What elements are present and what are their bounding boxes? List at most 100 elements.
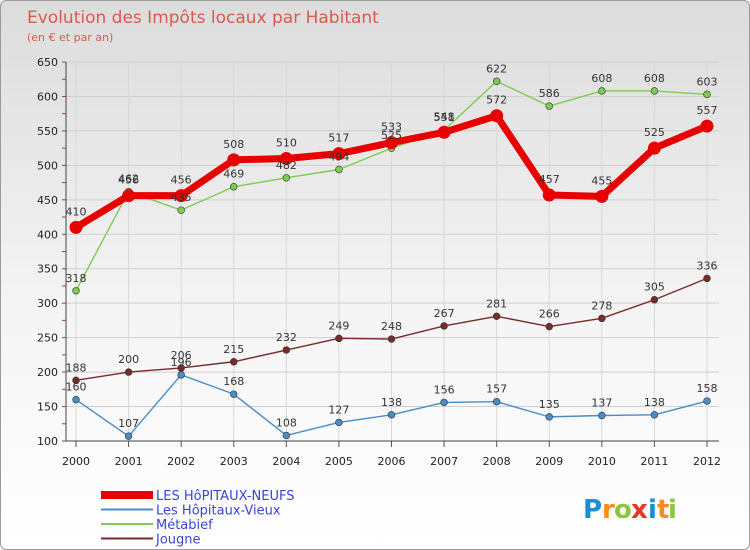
data-point <box>72 376 80 385</box>
data-point <box>177 371 185 379</box>
data-point <box>703 397 711 405</box>
data-point <box>492 77 501 85</box>
data-label: 266 <box>539 308 560 321</box>
data-point <box>598 314 606 323</box>
legend-label: Jougne <box>155 533 201 548</box>
series-layer <box>69 77 714 440</box>
data-point <box>72 395 80 404</box>
data-label: 548 <box>434 110 455 123</box>
data-label: 510 <box>276 136 297 149</box>
data-label: 168 <box>223 375 244 388</box>
y-tick-label: 400 <box>37 228 58 241</box>
data-label: 410 <box>66 205 87 218</box>
data-point <box>227 153 241 167</box>
data-point <box>230 390 238 398</box>
data-label: 138 <box>644 396 665 409</box>
data-labels: 160 107 196 168 108 127 138 156 157 135 137 138 158 1… <box>66 62 718 430</box>
data-point <box>440 398 448 407</box>
data-label: 267 <box>434 307 455 320</box>
data-point <box>492 312 501 320</box>
data-point <box>492 398 501 406</box>
x-tick-label: 2000 <box>62 455 90 468</box>
data-label: 608 <box>644 72 665 85</box>
legend-label: Les Hôpitaux-Vieux <box>156 504 281 519</box>
data-label: 469 <box>223 168 244 181</box>
x-tick-label: 2007 <box>430 455 458 468</box>
data-point <box>282 174 291 182</box>
data-label: 318 <box>66 272 87 285</box>
data-label: 482 <box>276 159 297 172</box>
legend-label: LES HôPITAUX-NEUFS <box>156 489 295 504</box>
data-label: 557 <box>697 104 718 117</box>
data-label: 517 <box>328 132 349 145</box>
data-label: 508 <box>223 138 244 151</box>
data-label: 435 <box>171 191 192 204</box>
data-point <box>595 189 609 203</box>
x-tick-label: 2012 <box>693 455 721 468</box>
y-tick-label: 650 <box>37 56 58 69</box>
logo-letter: i <box>648 495 657 525</box>
data-label: 586 <box>539 87 560 100</box>
data-point <box>177 206 185 214</box>
data-label: 457 <box>539 173 560 186</box>
data-point <box>332 147 346 161</box>
x-tick-label: 2006 <box>378 455 406 468</box>
logo-letter: i <box>668 495 677 525</box>
legend-label: Métabief <box>156 518 213 533</box>
data-point <box>124 368 133 376</box>
data-point <box>282 431 291 440</box>
data-point <box>387 335 396 343</box>
y-tick-label: 100 <box>37 435 58 448</box>
data-label: 456 <box>171 174 192 187</box>
data-point <box>598 411 606 420</box>
data-label: 533 <box>381 121 402 134</box>
data-label: 249 <box>328 319 349 332</box>
x-tick-label: 2005 <box>325 455 353 468</box>
data-point <box>545 322 553 331</box>
data-point <box>124 432 133 440</box>
data-point <box>174 189 188 203</box>
axes: 100 150 200 250 300 350 400 450 500 550 600 650 2000… <box>37 56 721 468</box>
y-tick-label: 150 <box>37 401 58 414</box>
logo-letter: o <box>614 495 632 525</box>
data-label: 158 <box>697 382 718 395</box>
y-tick-label: 600 <box>37 90 58 103</box>
data-point <box>385 136 398 150</box>
data-point <box>177 364 185 372</box>
logo-letter: P <box>583 495 602 525</box>
data-point <box>545 102 553 110</box>
data-label: 248 <box>381 320 402 333</box>
data-point <box>703 274 711 283</box>
data-label: 622 <box>486 62 507 75</box>
data-point <box>647 141 661 155</box>
data-point <box>279 151 293 165</box>
data-label: 551 <box>434 111 455 124</box>
data-point <box>335 165 343 174</box>
data-point <box>230 183 238 191</box>
data-point <box>335 334 343 343</box>
x-tick-label: 2008 <box>483 455 511 468</box>
data-point <box>490 109 504 123</box>
data-label: 572 <box>486 94 507 107</box>
data-point <box>69 220 83 234</box>
x-tick-label: 2003 <box>220 455 248 468</box>
y-tick-label: 200 <box>37 366 58 379</box>
y-tick-label: 550 <box>37 125 58 138</box>
data-point <box>650 296 659 304</box>
logo-letter: r <box>602 495 615 525</box>
x-tick-label: 2002 <box>167 455 195 468</box>
logo-letter: x <box>631 495 648 525</box>
data-label: 206 <box>171 349 192 362</box>
data-label: 525 <box>381 129 402 142</box>
chart-subtitle: (en € et par an) <box>27 31 113 44</box>
data-label: 232 <box>276 331 297 344</box>
x-tick-label: 2010 <box>588 455 616 468</box>
data-label: 494 <box>328 150 349 163</box>
data-label: 215 <box>223 343 244 356</box>
data-label: 108 <box>276 416 297 429</box>
x-tick-label: 2001 <box>115 455 143 468</box>
logo-letter: t <box>657 495 669 525</box>
